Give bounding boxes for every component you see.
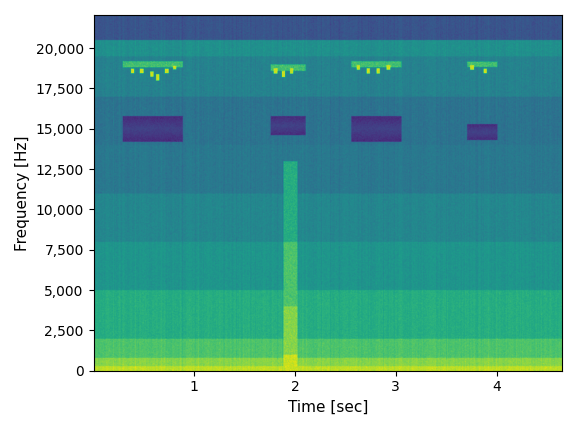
Y-axis label: Frequency [Hz]: Frequency [Hz] [15,135,30,251]
X-axis label: Time [sec]: Time [sec] [287,400,368,415]
